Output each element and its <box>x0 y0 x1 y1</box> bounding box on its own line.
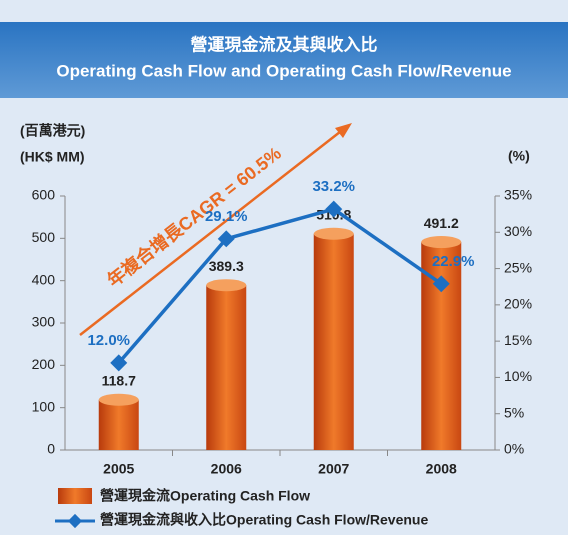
chart-title: 營運現金流及其與收入比 <box>191 34 378 54</box>
chart: 營運現金流及其與收入比 Operating Cash Flow and Oper… <box>0 0 568 535</box>
chart-subtitle: Operating Cash Flow and Operating Cash F… <box>56 61 511 80</box>
y2-tick-label: 20% <box>504 296 532 312</box>
y-tick-label: 400 <box>32 271 56 287</box>
line-value-label: 12.0% <box>87 332 130 349</box>
x-tick-label: 2008 <box>426 461 457 477</box>
y2-tick-label: 10% <box>504 368 532 384</box>
x-tick-label: 2006 <box>211 461 242 477</box>
legend-swatch <box>58 488 92 504</box>
y-axis-label: (HK$ MM) <box>20 149 85 165</box>
line-value-label: 33.2% <box>312 178 355 195</box>
x-tick-label: 2005 <box>103 461 134 477</box>
bar-top <box>421 236 461 248</box>
legend-label: 營運現金流Operating Cash Flow <box>100 488 310 504</box>
bar-top <box>206 279 246 291</box>
y-tick-label: 500 <box>32 229 56 245</box>
y2-tick-label: 15% <box>504 332 532 348</box>
bar-top <box>99 394 139 406</box>
y-tick-label: 0 <box>47 441 55 457</box>
bar-value-label: 491.2 <box>424 215 459 231</box>
y-axis-label: (百萬港元) <box>20 123 85 139</box>
header <box>0 22 568 98</box>
bar <box>206 285 246 450</box>
y-tick-label: 600 <box>32 187 56 203</box>
y-tick-label: 200 <box>32 356 56 372</box>
bar-top <box>314 228 354 240</box>
bar-value-label: 389.3 <box>209 258 244 274</box>
y2-tick-label: 25% <box>504 259 532 275</box>
y2-axis-label: (%) <box>508 148 530 164</box>
y-tick-label: 100 <box>32 398 56 414</box>
line-value-label: 29.1% <box>205 208 248 225</box>
bar-value-label: 118.7 <box>102 372 136 388</box>
x-tick-label: 2007 <box>318 461 349 477</box>
y2-tick-label: 0% <box>504 441 524 457</box>
y2-tick-label: 5% <box>504 404 524 420</box>
bar <box>99 400 139 450</box>
y-tick-label: 300 <box>32 314 56 330</box>
line-value-label: 22.9% <box>432 253 475 270</box>
legend-label: 營運現金流與收入比Operating Cash Flow/Revenue <box>100 512 428 528</box>
y2-tick-label: 30% <box>504 223 532 239</box>
bar <box>314 234 354 450</box>
y2-tick-label: 35% <box>504 187 532 203</box>
